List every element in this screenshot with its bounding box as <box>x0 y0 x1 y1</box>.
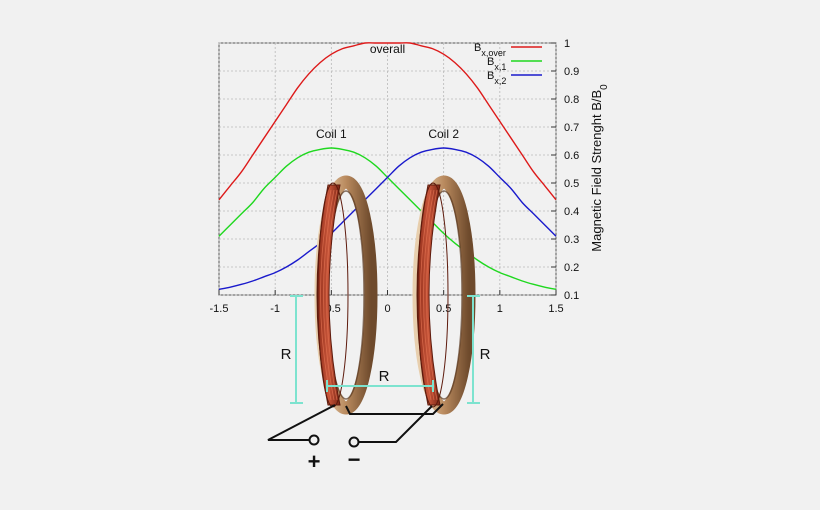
y-tick-label: 0.7 <box>564 122 579 134</box>
y-axis-ticks: 0.1 0.2 0.3 0.4 0.5 0.6 0.7 0.8 0.9 1 <box>551 38 579 302</box>
y-axis-label: Magnetic Field Strenght B/B0 <box>589 84 610 252</box>
y-tick-label: 0.8 <box>564 94 579 106</box>
x-tick-label: 1.5 <box>548 303 563 315</box>
series-lines <box>218 42 557 291</box>
y-tick-label: 0.6 <box>564 150 579 162</box>
x-tick-label: 0 <box>384 303 390 315</box>
y-tick-label: 0.5 <box>564 178 579 190</box>
radius-label-left: R <box>281 346 292 363</box>
series-line-x-over <box>218 42 557 201</box>
series-line-x-2 <box>218 147 557 291</box>
plus-terminal-label: + <box>308 449 321 474</box>
x-tick-label: -1 <box>270 303 280 315</box>
separation-marker <box>326 380 434 392</box>
annotation-label: Coil 1 <box>316 127 347 141</box>
y-tick-label: 0.4 <box>564 206 579 218</box>
y-tick-label: 0.3 <box>564 234 579 246</box>
grid-lines <box>218 42 557 296</box>
y-tick-label: 0.1 <box>564 290 579 302</box>
y-tick-label: 0.2 <box>564 262 579 274</box>
radius-marker-left <box>290 295 303 404</box>
annotations: overall Coil 1 Coil 2 <box>316 42 459 141</box>
y-tick-label: 1 <box>564 38 570 50</box>
separation-label: R <box>379 368 390 385</box>
dimension-markers <box>290 295 480 404</box>
annotation-label: overall <box>370 42 405 56</box>
wiring <box>267 403 444 448</box>
minus-terminal-label: − <box>348 447 361 472</box>
x-tick-label: 1 <box>497 303 503 315</box>
radius-label-right: R <box>480 346 491 363</box>
y-tick-label: 0.9 <box>564 66 579 78</box>
annotation-label: Coil 2 <box>428 127 459 141</box>
x-tick-label: -1.5 <box>210 303 229 315</box>
radius-marker-right <box>467 295 480 404</box>
x-tick-label: 0.5 <box>436 303 451 315</box>
